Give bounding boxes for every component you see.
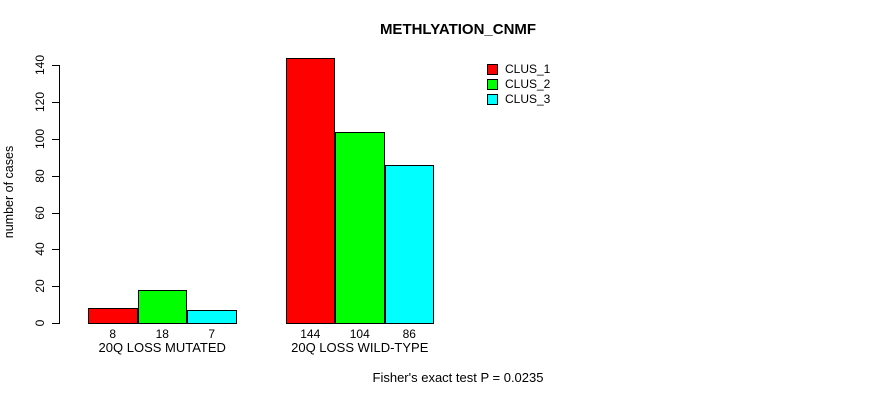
bar-clus-3-group2: [384, 164, 434, 324]
y-tick: [52, 175, 59, 177]
y-tick-label: 60: [33, 205, 47, 220]
y-tick: [52, 286, 59, 288]
legend-swatch-clus-1: [487, 64, 498, 75]
bar-clus-2-group1: [137, 289, 187, 324]
bar-value-label: 8: [109, 327, 117, 341]
y-tick-label: 0: [33, 319, 47, 327]
bar-clus-1-group1: [88, 308, 138, 324]
x-category-label: 20Q LOSS WILD-TYPE: [291, 340, 429, 355]
bar-value-label: 18: [155, 327, 169, 341]
y-tick-label: 100: [33, 128, 47, 150]
bar-value-label: 7: [208, 327, 216, 341]
legend-label-clus-3: CLUS_3: [505, 92, 551, 106]
bar-clus-1-group2: [285, 58, 335, 324]
legend-swatch-clus-3: [487, 94, 498, 105]
bar-clus-2-group2: [335, 131, 385, 324]
y-tick: [52, 249, 59, 251]
legend-label-clus-2: CLUS_2: [505, 77, 551, 91]
bar-value-label: 144: [300, 327, 321, 341]
bar-clus-3-group1: [187, 310, 237, 324]
y-tick-label: 20: [33, 279, 47, 293]
annotation-text: Fisher's exact test P = 0.0235: [372, 370, 544, 385]
chart-title: METHLYATION_CNMF: [379, 21, 537, 38]
y-tick: [52, 65, 59, 67]
y-tick: [52, 212, 59, 214]
legend-swatch-clus-2: [487, 79, 498, 90]
y-tick-label: 120: [33, 92, 47, 113]
y-tick: [52, 139, 59, 140]
y-tick-label: 80: [33, 169, 47, 183]
bar-value-label: 86: [402, 327, 416, 341]
y-tick-label: 40: [33, 242, 47, 257]
y-tick: [52, 102, 59, 104]
legend-label-clus-1: CLUS_1: [505, 62, 551, 76]
y-tick-label: 140: [33, 55, 47, 76]
x-category-label: 20Q LOSS MUTATED: [98, 340, 226, 355]
bar-value-label: 104: [349, 327, 370, 341]
y-axis-label: number of cases: [2, 145, 16, 239]
y-axis-line: [59, 65, 60, 324]
y-tick: [52, 323, 59, 324]
